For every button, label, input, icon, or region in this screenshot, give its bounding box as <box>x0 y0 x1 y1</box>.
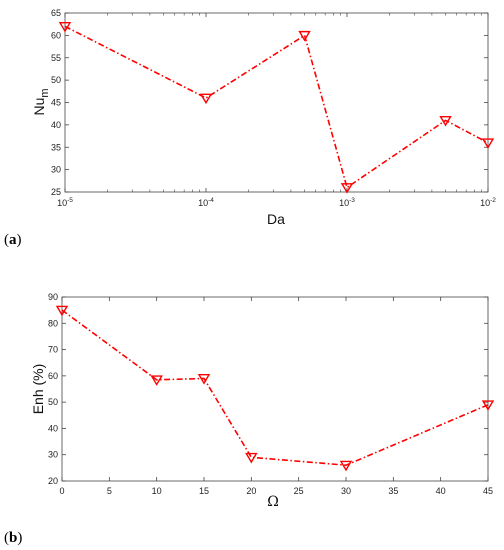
y-tick-label: 60 <box>51 30 61 40</box>
panel-label-b-close: ) <box>17 530 22 546</box>
x-axis-label-a: Da <box>267 211 285 227</box>
data-point-marker <box>58 21 72 33</box>
plot-area-b <box>61 296 489 482</box>
x-tick-label: 35 <box>388 486 398 496</box>
series-a <box>58 21 495 194</box>
data-point-marker <box>55 305 69 317</box>
data-point-marker <box>340 183 354 194</box>
y-tick-label: 60 <box>48 371 58 381</box>
y-axis-label-b: Enh (%) <box>30 364 46 415</box>
x-tick-label-exp: -4 <box>208 197 214 204</box>
data-point-marker <box>481 138 495 149</box>
series-b <box>55 305 495 472</box>
panel-label-a: (a) <box>4 232 22 248</box>
panel-label-a-open: ( <box>4 232 9 248</box>
data-point-marker <box>245 452 258 464</box>
y-tick-label: 65 <box>51 8 61 18</box>
x-tick-label-base: 10 <box>57 198 67 208</box>
x-tick-label: 40 <box>436 486 446 496</box>
y-tick-label: 50 <box>48 397 58 407</box>
y-tick-label: 80 <box>48 318 58 328</box>
y-tick-label: 25 <box>51 187 61 197</box>
y-ticks-b: 20 30 40 50 60 70 80 90 <box>48 292 488 486</box>
y-tick-label: 45 <box>51 98 61 108</box>
x-tick-label-exp: -3 <box>349 197 355 204</box>
x-tick-label: 25 <box>294 486 304 496</box>
plot-area-a <box>64 12 489 193</box>
series-line <box>61 309 489 467</box>
y-tick-label: 30 <box>48 450 58 460</box>
x-tick-label: 30 <box>341 486 351 496</box>
x-tick-label-base: 10 <box>339 198 349 208</box>
data-point-marker <box>439 115 452 127</box>
data-point-marker <box>150 375 163 386</box>
y-tick-label: 40 <box>48 423 58 433</box>
data-point-marker <box>197 374 211 385</box>
data-point-marker <box>298 30 311 42</box>
data-point-marker <box>339 460 353 472</box>
x-tick-label: 0 <box>59 486 64 496</box>
x-tick-label: 5 <box>107 486 112 496</box>
y-tick-label: 70 <box>48 345 58 355</box>
x-tick-label-exp: -2 <box>490 197 496 204</box>
y-tick-label: 35 <box>51 142 61 152</box>
x-axis-label-b: Ω <box>267 494 279 510</box>
x-tick-label: 10-4 <box>198 197 214 208</box>
data-point-marker <box>199 93 213 105</box>
x-tick-label: 10-2 <box>480 197 496 208</box>
x-tick-label: 45 <box>483 486 493 496</box>
x-tick-label: 10-3 <box>339 197 355 208</box>
panel-label-b-open: ( <box>4 530 9 546</box>
y-tick-label: 90 <box>48 292 58 302</box>
y-axis-label-a-base: Nu <box>31 98 47 116</box>
y-axis-label-a-sub: m <box>39 88 51 97</box>
chart-b: 20 30 40 50 60 70 80 90 0 5 10 15 20 25 30 35 40 45 Ω En… <box>4 292 495 546</box>
panel-label-a-close: ) <box>17 232 22 248</box>
panel-label-a-letter: a <box>9 232 17 248</box>
y-tick-label: 30 <box>51 165 61 175</box>
x-ticks-b: 0 5 10 15 20 25 30 35 40 45 <box>59 297 493 496</box>
y-tick-label: 40 <box>51 120 61 130</box>
x-tick-label: 10 <box>152 486 162 496</box>
y-tick-label: 20 <box>48 476 58 486</box>
x-tick-label-base: 10 <box>198 198 208 208</box>
y-tick-label: 55 <box>51 53 61 63</box>
y-axis-label-a: Num <box>31 88 51 115</box>
x-tick-label: 20 <box>246 486 256 496</box>
x-tick-label: 10-5 <box>57 197 73 208</box>
x-tick-label-base: 10 <box>480 198 490 208</box>
x-tick-label-exp: -5 <box>67 197 73 204</box>
y-ticks-a: 25 30 35 40 45 50 55 60 65 <box>51 8 488 197</box>
panel-label-b-letter: b <box>9 530 17 546</box>
data-point-marker <box>481 400 495 411</box>
y-tick-label: 50 <box>51 75 61 85</box>
series-line <box>64 25 489 189</box>
panel-label-b: (b) <box>4 530 22 546</box>
x-tick-label: 15 <box>199 486 209 496</box>
